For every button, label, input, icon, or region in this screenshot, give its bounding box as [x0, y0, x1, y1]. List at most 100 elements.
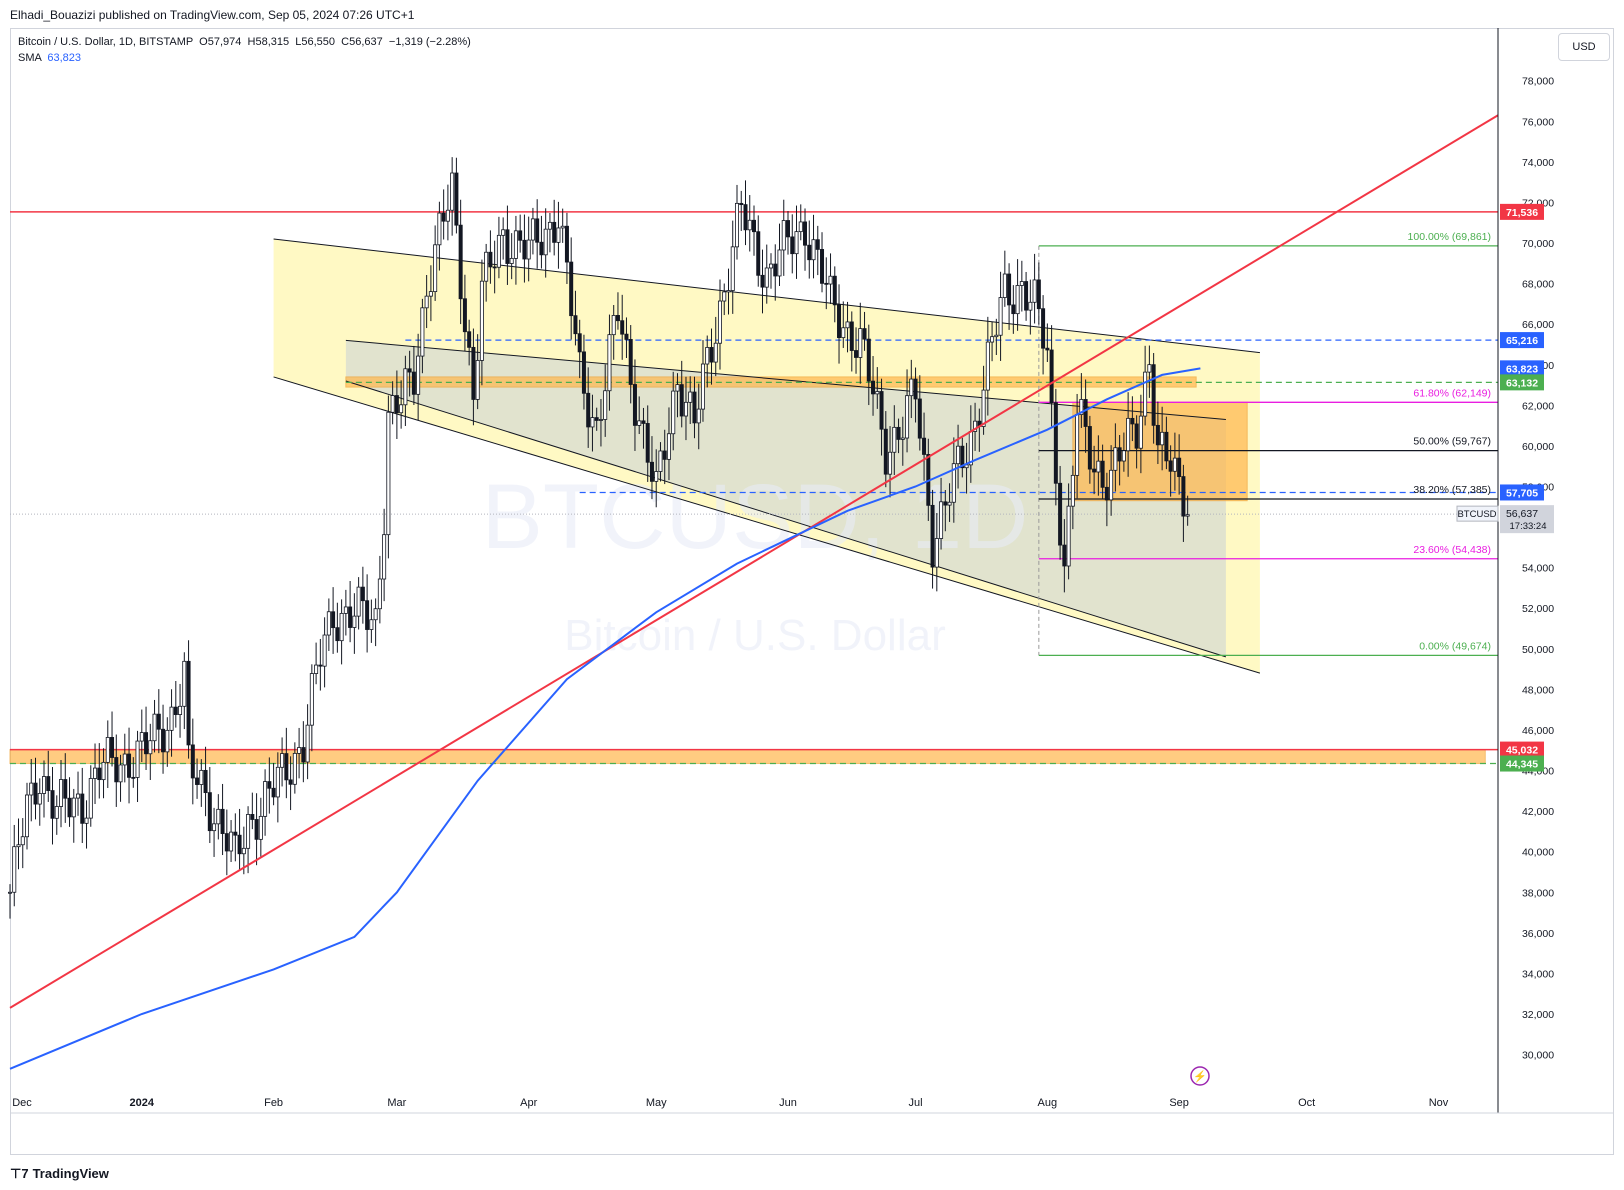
- candle-down: [1155, 424, 1160, 446]
- candle-up: [479, 280, 484, 361]
- candle-up: [352, 615, 357, 628]
- candle-up: [892, 426, 897, 453]
- candle-up: [526, 239, 531, 260]
- chart-frame[interactable]: [10, 28, 1614, 1155]
- candle-down: [709, 347, 714, 363]
- candle-up: [769, 263, 774, 269]
- candle-down: [539, 241, 544, 256]
- candle-down: [190, 744, 195, 779]
- candle-down: [581, 351, 586, 394]
- candle-down: [505, 229, 510, 264]
- candle-down: [1181, 476, 1186, 517]
- candle-down: [837, 304, 842, 339]
- candle-down: [522, 239, 527, 260]
- time-tick-label: Jun: [779, 1097, 797, 1109]
- candle-up: [798, 221, 803, 233]
- candle-down: [233, 831, 238, 836]
- candle-down: [649, 461, 654, 482]
- candle-up: [501, 229, 506, 236]
- candle-up: [280, 753, 285, 768]
- candle-up: [275, 766, 280, 798]
- candle-up: [377, 578, 382, 610]
- candle-down: [50, 790, 55, 819]
- candle-down: [862, 328, 867, 340]
- candle-down: [173, 706, 178, 715]
- candle-up: [93, 767, 98, 779]
- open-label: O: [199, 36, 208, 48]
- candle-down: [692, 391, 697, 424]
- candle-up: [484, 251, 489, 282]
- candle-down: [641, 420, 646, 424]
- candle-down: [407, 368, 412, 373]
- fib-level-label: 61.80% (62,149): [1413, 387, 1491, 399]
- candle-down: [46, 776, 51, 791]
- candle-down: [156, 713, 161, 730]
- fib-level-label: 0.00% (49,674): [1419, 640, 1491, 652]
- candle-up: [509, 257, 514, 264]
- candle-up: [326, 611, 331, 636]
- candle-up: [734, 202, 739, 248]
- candle-down: [628, 339, 633, 385]
- candle-up: [556, 227, 561, 243]
- price-badge: [1500, 332, 1544, 349]
- candle-down: [1007, 273, 1012, 306]
- candle-up: [900, 437, 905, 440]
- price-badge-label: 63,132: [1506, 377, 1538, 389]
- candle-down: [131, 776, 136, 779]
- candle-down: [67, 797, 72, 818]
- candle-up: [1126, 417, 1131, 452]
- price-badge-label: 57,705: [1506, 487, 1538, 499]
- sma-label: SMA: [18, 52, 42, 64]
- candle-up: [717, 300, 722, 344]
- candle-up: [607, 334, 612, 392]
- candle-down: [458, 224, 463, 300]
- candle-up: [683, 401, 688, 417]
- candle-down: [756, 231, 761, 276]
- candle-down: [220, 808, 225, 834]
- close-label: C: [341, 36, 350, 48]
- price-tick-label: 74,000: [1522, 157, 1554, 169]
- price-tick-label: 60,000: [1522, 441, 1554, 453]
- price-tick-label: 46,000: [1522, 725, 1554, 737]
- candle-down: [922, 437, 927, 455]
- candle-up: [598, 419, 603, 421]
- candle-up: [339, 612, 344, 642]
- candle-up: [794, 231, 799, 255]
- candle-down: [1045, 347, 1050, 351]
- candle-down: [1087, 426, 1092, 470]
- candle-down: [871, 380, 876, 395]
- candle-up: [7, 891, 12, 894]
- candle-up: [263, 781, 268, 817]
- candle-down: [1134, 423, 1139, 449]
- candle-down: [896, 426, 901, 440]
- candle-down: [564, 225, 569, 263]
- candle-down: [254, 819, 259, 840]
- time-tick-label: Oct: [1298, 1097, 1315, 1109]
- candle-up: [947, 501, 952, 506]
- candle-up: [726, 290, 731, 293]
- red-trendline: [9, 114, 1499, 1009]
- candle-down: [824, 282, 829, 285]
- candle-up: [968, 431, 973, 466]
- candle-down: [518, 230, 523, 241]
- candle-up: [1070, 474, 1075, 507]
- candle-down: [879, 391, 884, 430]
- channel-inner-lower-line: [345, 380, 1227, 658]
- candle-up: [241, 847, 246, 855]
- price-badge-label: 71,536: [1506, 207, 1538, 219]
- candle-down: [127, 753, 132, 778]
- candle-down: [535, 218, 540, 243]
- candle-up: [297, 747, 302, 754]
- candle-up: [764, 267, 769, 288]
- candle-up: [420, 307, 425, 357]
- currency-button[interactable]: USD: [1558, 33, 1610, 61]
- candle-down: [114, 757, 119, 783]
- candle-up: [428, 291, 433, 297]
- price-tick-label: 62,000: [1522, 400, 1554, 412]
- candle-up: [1109, 469, 1114, 501]
- fib-level-label: 50.00% (59,767): [1413, 436, 1491, 448]
- candle-up: [369, 619, 374, 630]
- candle-up: [1160, 431, 1165, 446]
- time-tick-label: Sep: [1169, 1097, 1189, 1109]
